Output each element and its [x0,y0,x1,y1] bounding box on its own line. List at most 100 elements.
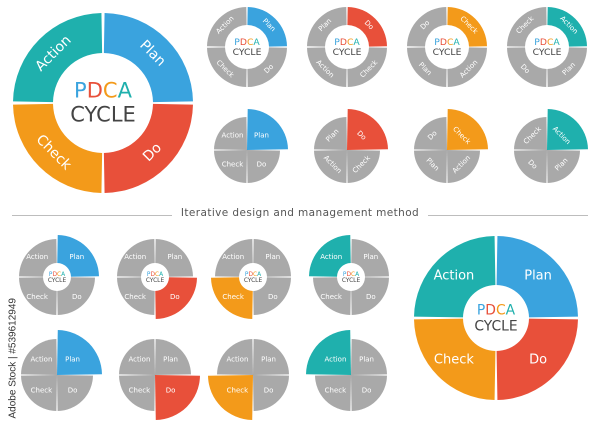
pdca-letter: P [234,36,240,47]
segment-check [207,47,247,87]
pdca-letter: P [49,271,53,277]
segment-action [217,339,253,375]
phase-label: Plan [261,355,276,363]
phase-label: Action [324,355,346,363]
pdca-letter: D [240,36,247,47]
segment-plan [547,150,580,183]
center-circle [464,286,528,350]
segment-action [447,47,487,87]
segment-plan [307,7,347,47]
segment-check [315,375,351,411]
pdca-letter: A [353,36,360,47]
phase-label: Do [529,353,547,368]
pdca-title: PDCA [334,36,360,47]
phase-label: Do [72,293,82,301]
pdca-letter: P [334,36,340,47]
pdca-letter: P [477,302,485,318]
cycle-title: CYCLE [342,278,361,284]
cycle-title: CYCLE [70,103,136,127]
phase-label: Plan [524,268,552,283]
segment-do [57,375,93,411]
phase-label: Check [129,387,151,395]
phase-label: Check [124,293,146,301]
segment-check [313,277,351,315]
segment-action [414,236,496,318]
segment-check [447,109,488,150]
phase-label: Plan [167,253,182,261]
quadrant-pie-b-plan: Plan Do Check Action [21,330,102,411]
pdca-letter: D [346,271,351,277]
phase-label: Plan [163,355,178,363]
pdca-letter: A [453,36,460,47]
segment-plan [155,339,191,375]
phase-label: Do [257,160,267,168]
pdca-letter: A [61,271,65,277]
quadrant-pie-b-check: Plan Do Check Action [208,339,289,420]
segment-plan [253,239,291,277]
segment-plan [351,239,389,277]
pdca-letter: D [485,302,496,318]
pdca-title: PDCA [477,302,516,318]
pdca-letter: P [245,271,249,277]
segment-do [407,7,447,47]
segment-action [214,117,247,150]
pdca-letter: D [340,36,347,47]
segment-action [314,150,347,183]
segment-action [21,339,57,375]
pdca-letter: A [253,36,260,47]
phase-label: Do [362,387,372,395]
segment-plan [547,47,587,87]
segment-plan [314,117,347,150]
segment-do [347,109,388,150]
phase-label: Check [26,293,48,301]
segment-do [496,318,578,400]
pdca-letter: P [434,36,440,47]
center-circle [240,264,266,290]
segment-check [507,7,547,47]
segment-check [117,277,155,315]
watermark: Adobe Stock | #539612949 [7,298,19,419]
phase-label: Action [222,132,244,140]
phase-label: Do [264,387,274,395]
segment-action [547,7,587,47]
segment-check [414,318,496,400]
pdca-letter: C [447,36,453,47]
pdca-letter: P [534,36,540,47]
divider-left [12,215,172,216]
pdca-letter: A [553,36,560,47]
segment-action [117,239,155,277]
segment-do [253,277,291,315]
segment-plan [247,7,287,47]
quadrant-pie-b-do: Plan Do Check Action [119,339,200,420]
phase-label: Do [268,293,278,301]
pdca-title: PDCA [534,36,560,47]
pdca-letter: P [147,271,151,277]
segment-action [207,7,247,47]
segment-check [214,150,247,183]
segment-do [155,277,197,319]
segment-action [547,109,588,150]
phase-label: Plan [265,253,280,261]
segment-plan [496,236,578,318]
pdca-letter: A [355,271,359,277]
segment-do [347,7,387,47]
segment-check [347,150,380,183]
segment-do [247,150,280,183]
phase-label: Check [31,387,53,395]
segment-check [211,277,253,319]
segment-check [514,117,547,150]
pdca-letter: A [118,78,133,102]
segment-action [215,239,253,277]
segment-check [21,375,57,411]
segment-plan [155,239,193,277]
pdca-letter: C [155,271,159,277]
pdca-letter: C [253,271,257,277]
pdca-title: PDCA [74,78,133,102]
pdca-letter: D [248,271,253,277]
segment-check [208,375,253,420]
